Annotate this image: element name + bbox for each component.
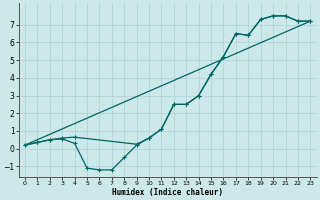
X-axis label: Humidex (Indice chaleur): Humidex (Indice chaleur) bbox=[112, 188, 223, 197]
